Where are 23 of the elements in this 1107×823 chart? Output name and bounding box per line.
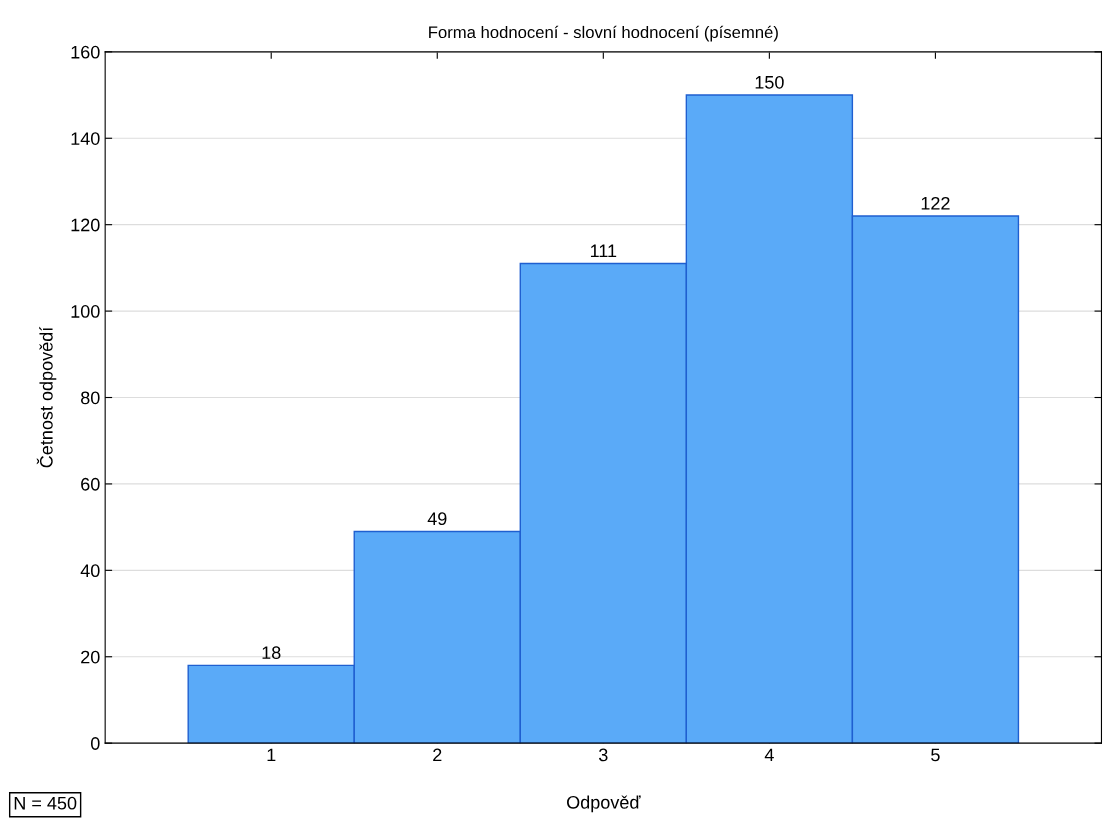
y-tick-label: 0: [90, 737, 100, 750]
data-label: 18: [262, 646, 281, 660]
x-tick-label: 2: [433, 748, 442, 762]
y-tick-label: 120: [71, 218, 100, 232]
y-tick-label: 100: [71, 305, 100, 318]
x-tick-label: 5: [931, 748, 940, 762]
y-tick-label: 60: [81, 477, 100, 491]
data-label: 111: [590, 244, 617, 258]
y-tick-label: 140: [71, 132, 100, 145]
x-axis-title: Odpověď: [567, 795, 641, 813]
chart-title: Forma hodnocení - slovní hodnocení (písemné): [429, 25, 778, 42]
x-tick-label: 1: [267, 748, 276, 762]
data-label: 49: [427, 512, 447, 526]
y-tick-label: 160: [71, 45, 100, 59]
y-axis-title: Četnost odpovědí: [36, 326, 57, 468]
y-tick-label: 20: [81, 650, 100, 664]
x-tick-label: 4: [764, 748, 774, 762]
data-label: 122: [921, 196, 950, 210]
text: N = 450: [14, 796, 77, 810]
x-tick-label: 3: [598, 748, 608, 762]
data-label: 150: [755, 75, 784, 89]
y-tick-label: 80: [81, 391, 100, 405]
y-tick-label: 40: [80, 564, 100, 578]
